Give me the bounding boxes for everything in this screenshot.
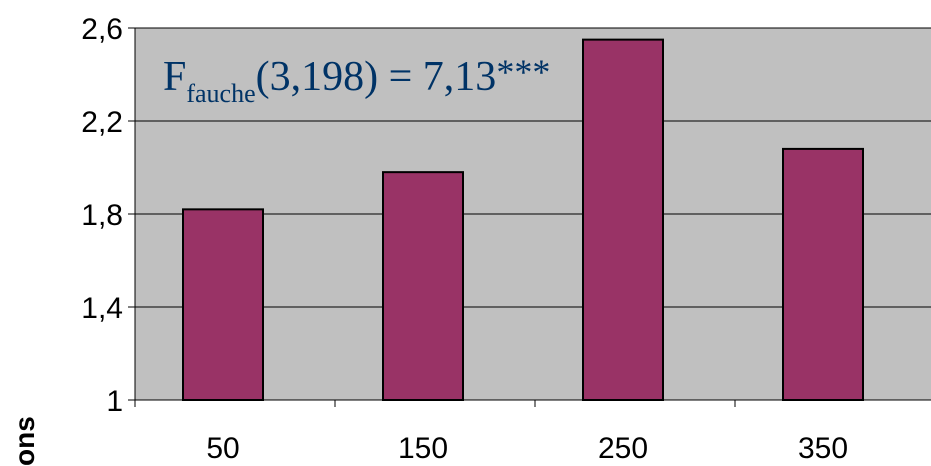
annotation-main: F [163, 54, 186, 100]
x-tick-label: 350 [798, 432, 848, 465]
y-tick-label: 2,6 [81, 13, 123, 46]
y-tick-label: 1 [106, 385, 123, 418]
y-axis-label: ons [9, 416, 40, 466]
bar-350 [782, 147, 864, 401]
bar-250 [582, 38, 664, 401]
x-tick-label: 150 [398, 432, 448, 465]
x-tick-label: 250 [598, 432, 648, 465]
y-tick-labels: 1 1,4 1,8 2,2 2,6 [81, 13, 123, 418]
bar-50 [182, 208, 264, 401]
y-tick-label: 2,2 [81, 106, 123, 139]
annotation-subscript: fauche [186, 79, 255, 108]
axes [128, 27, 931, 407]
y-tick-label: 1,8 [81, 199, 123, 232]
y-tick-label: 1,4 [81, 292, 123, 325]
x-tick-label: 50 [206, 432, 239, 465]
bar-150 [382, 171, 464, 401]
x-tick-labels: 50 150 250 350 [206, 432, 848, 465]
bars [182, 38, 864, 401]
annotation-rest: (3,198) = 7,13 [256, 54, 497, 100]
annotation-stars: *** [496, 52, 550, 92]
annotation: Ffauche(3,198) = 7,13*** [163, 52, 550, 108]
